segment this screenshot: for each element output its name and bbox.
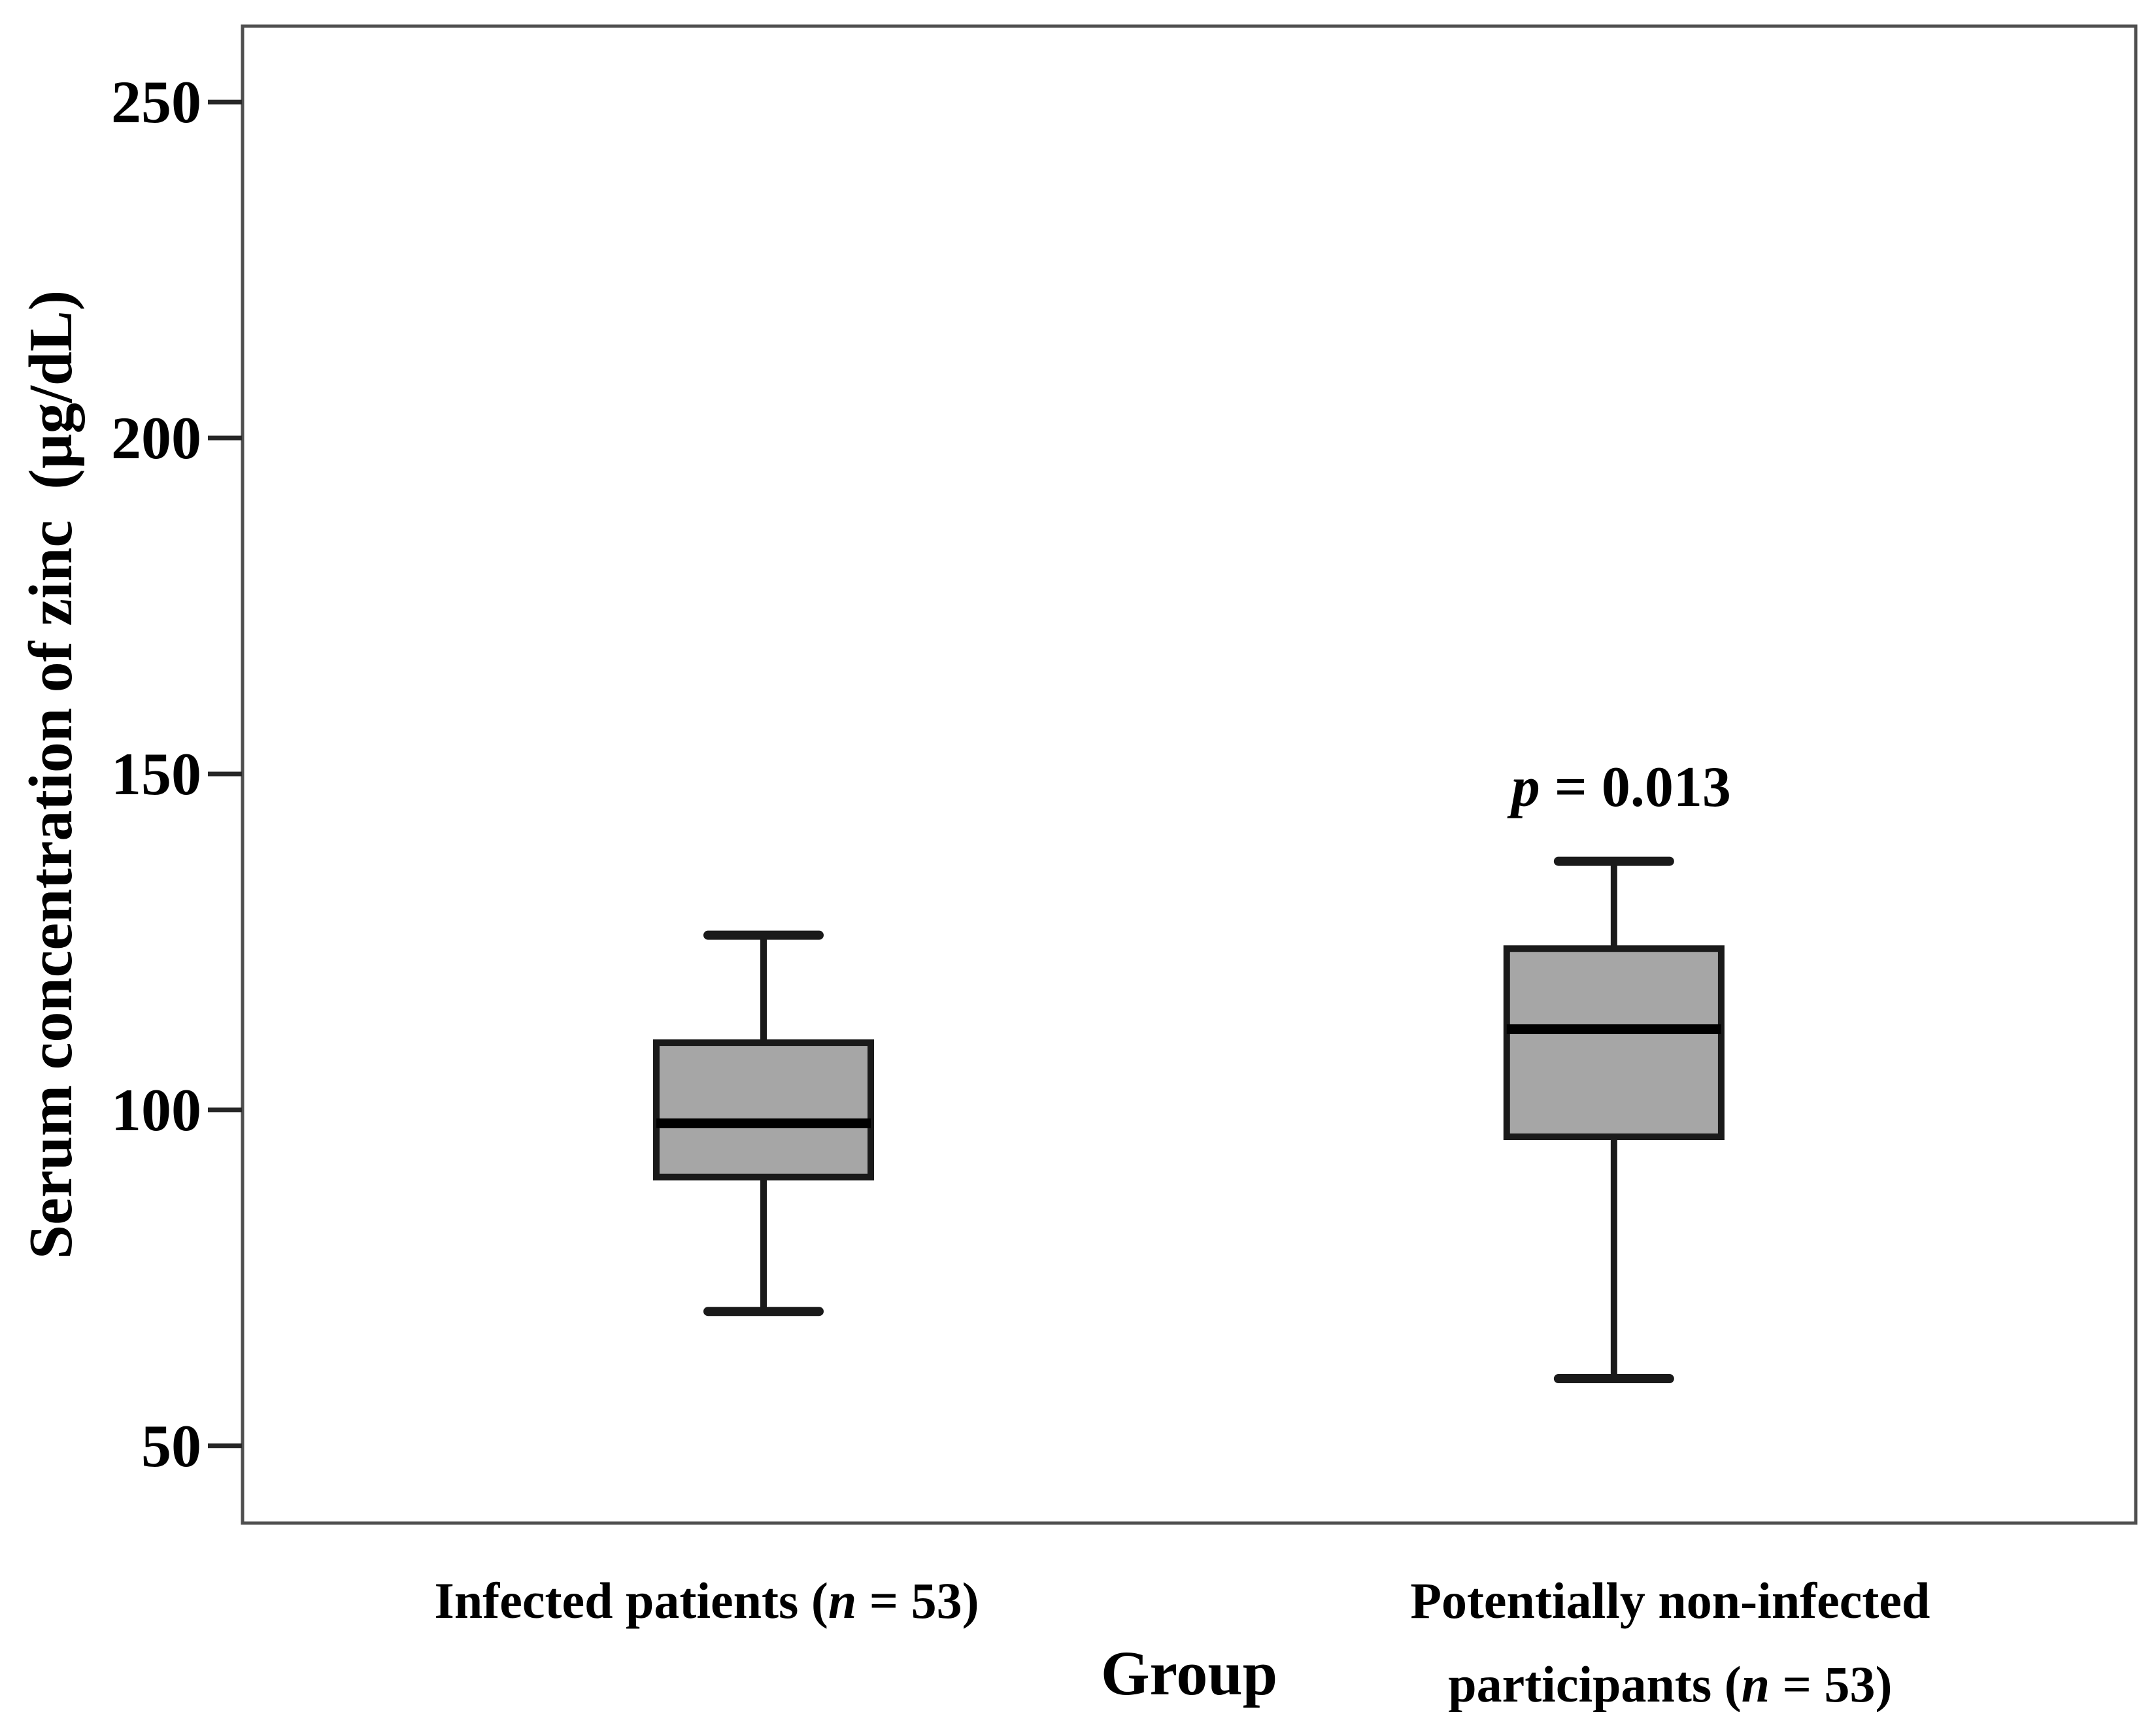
- iqr-box: [1503, 945, 1725, 1140]
- text-segment: = 0.013: [1540, 755, 1731, 819]
- y-axis-title: Serum concentration of zinc (µg/dL): [17, 290, 85, 1260]
- text-segment: = 53): [1770, 1656, 1893, 1712]
- italic-text-segment: p: [1511, 755, 1540, 819]
- y-tick-label: 250: [111, 69, 201, 136]
- iqr-box: [652, 1039, 875, 1181]
- y-tick-label: 100: [111, 1076, 201, 1143]
- y-tick-label: 150: [111, 740, 201, 807]
- x-axis-title: Group: [1100, 1638, 1278, 1708]
- y-tick-label: 200: [111, 405, 201, 472]
- italic-text-segment: n: [828, 1572, 857, 1629]
- category-label-line: Infected patients (n = 53): [216, 1559, 1197, 1643]
- text-segment: participants (: [1448, 1656, 1742, 1712]
- plot-frame: [241, 24, 2138, 1525]
- category-label-line: Potentially non-infected: [1180, 1559, 2156, 1643]
- category-label-line: participants (n = 53): [1180, 1643, 2156, 1712]
- text-segment: Potentially non-infected: [1410, 1572, 1930, 1629]
- category-label: Infected patients (n = 53): [216, 1559, 1197, 1643]
- text-segment: Infected patients (: [434, 1572, 828, 1629]
- italic-text-segment: n: [1741, 1656, 1770, 1712]
- text-segment: = 53): [856, 1572, 979, 1629]
- category-label: Potentially non-infected participants (n …: [1180, 1559, 2156, 1712]
- y-tick-label: 50: [141, 1412, 201, 1479]
- p-value-annotation: p = 0.013: [1327, 754, 1915, 822]
